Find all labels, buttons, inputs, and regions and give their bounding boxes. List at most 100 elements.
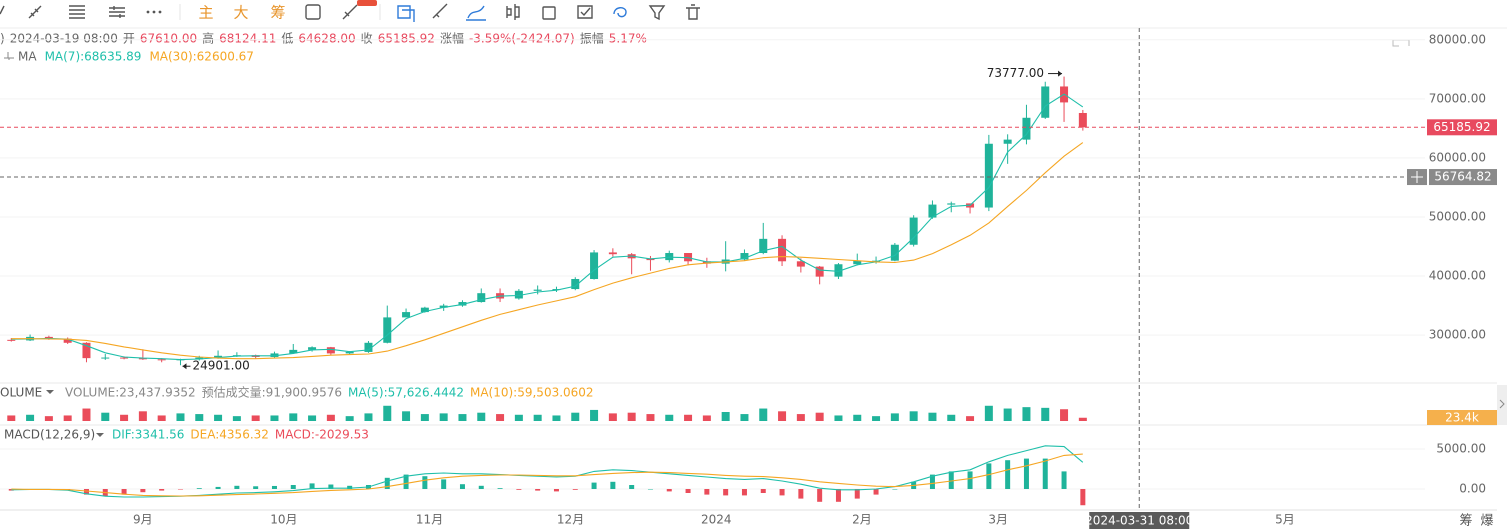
volume-bar [853, 414, 862, 421]
indicator-tool[interactable] [305, 4, 321, 20]
toolbar-button[interactable]: 主 [198, 4, 213, 22]
volume-bar [702, 415, 711, 421]
fullscreen-icon[interactable] [1392, 39, 1410, 47]
macd-bar [967, 471, 973, 489]
crosshair-plus [1411, 171, 1423, 184]
volume-bar [778, 411, 787, 421]
x-tick-label: 2月 [852, 513, 872, 527]
candle-body [1003, 139, 1012, 144]
candle-body [477, 293, 486, 303]
candle-body [796, 261, 805, 267]
candle-body [740, 253, 749, 260]
more-dot[interactable] [146, 10, 150, 14]
candles [7, 76, 1087, 366]
measure-tool[interactable] [432, 3, 448, 19]
legend-text: VOLUME [0, 386, 42, 400]
x-tick-label: 9月 [133, 513, 153, 527]
volume-bar [684, 414, 693, 421]
legend-text: MA(30):62600.67 [149, 50, 254, 64]
corner-button[interactable]: 爆 [1480, 514, 1493, 529]
macd-line [11, 453, 1083, 497]
macd-bar [873, 489, 879, 495]
candle-body [853, 260, 862, 265]
toolbar-button[interactable]: 大 [233, 4, 248, 22]
macd-bar [779, 489, 785, 496]
macd-bar [704, 489, 710, 495]
annotation: 73777.00 [987, 66, 1044, 80]
lock-tool[interactable] [542, 6, 556, 20]
legend-text: 65185.92 [378, 32, 435, 46]
legend-text: DEA:4356.32 [190, 428, 269, 442]
macd-bar [685, 489, 691, 493]
settings-tool[interactable] [109, 6, 125, 18]
macd-bar [271, 485, 277, 489]
candle-body [345, 351, 354, 354]
legend-text: 低 [281, 32, 293, 46]
volume-bar [740, 414, 749, 421]
more-dot[interactable] [152, 10, 156, 14]
draw-tool[interactable] [466, 5, 486, 21]
corner-button[interactable]: 筹 [1459, 513, 1472, 529]
volume-bar [608, 413, 617, 421]
ruler-tool[interactable] [28, 5, 42, 19]
volume-bar [514, 414, 523, 421]
macd-bar [986, 463, 992, 489]
candle-body [759, 238, 768, 254]
macd-bar [948, 471, 954, 489]
volume-bar [552, 415, 561, 421]
alert-icon[interactable] [4, 52, 14, 60]
candle-body [571, 279, 580, 290]
legend-text: 开 [123, 32, 135, 46]
last-price-label: 65185.92 [1433, 120, 1490, 134]
y-tick-label: 40000.00 [1429, 269, 1486, 283]
toolbar-button[interactable]: 筹 [270, 4, 285, 22]
y-tick-label: 50000.00 [1429, 209, 1486, 223]
copy-tool[interactable] [397, 5, 415, 22]
scrollbar[interactable] [1497, 385, 1507, 425]
candle-body [63, 338, 72, 343]
candle-body [590, 252, 599, 280]
edit-tool[interactable] [577, 5, 593, 19]
macd-bar [422, 476, 428, 489]
volume-bar [195, 414, 204, 421]
candle-body [1022, 117, 1031, 140]
volume-bar [251, 415, 260, 421]
macd-bar [497, 488, 503, 489]
volume-bar [7, 415, 16, 421]
candle-body [872, 260, 881, 262]
lines-tool[interactable] [69, 5, 85, 19]
annotation: 24901.00 [192, 359, 249, 373]
legend-text: 64628.00 [298, 32, 355, 46]
candle-body [815, 266, 824, 277]
delete-tool[interactable] [686, 4, 700, 20]
ma-line [11, 142, 1084, 360]
macd-bar [1023, 458, 1029, 489]
pen-tool[interactable] [342, 4, 358, 20]
candle-body [120, 357, 129, 359]
volume-bar [420, 414, 429, 421]
dropdown-icon[interactable] [46, 390, 54, 394]
macd-bar [535, 489, 541, 491]
x-tick-label: 3月 [988, 513, 1008, 527]
dropdown-icon[interactable] [96, 433, 104, 437]
candle-body [834, 264, 843, 277]
new-badge [357, 0, 377, 6]
volume-bar [364, 413, 373, 421]
legend-text: 5.17% [609, 32, 647, 46]
more-dot[interactable] [158, 10, 162, 14]
candle-tool[interactable] [506, 4, 520, 20]
macd-bar [459, 484, 465, 489]
y-tick-label: 0.00 [1459, 482, 1486, 496]
candle-body [44, 336, 53, 339]
magnet-tool[interactable] [613, 7, 627, 18]
volume-bar [665, 414, 674, 421]
scroll-arrow[interactable] [1499, 399, 1505, 409]
annotation-arrowhead [182, 363, 187, 370]
volume-bar [1060, 409, 1069, 421]
tool-icon[interactable] [0, 5, 5, 15]
legend-text: 涨幅 [440, 31, 464, 46]
macd-bar [8, 489, 14, 491]
macd-bar [441, 479, 447, 489]
filter-tool[interactable] [648, 5, 666, 21]
legend-text: MACD:-2029.53 [275, 428, 369, 442]
